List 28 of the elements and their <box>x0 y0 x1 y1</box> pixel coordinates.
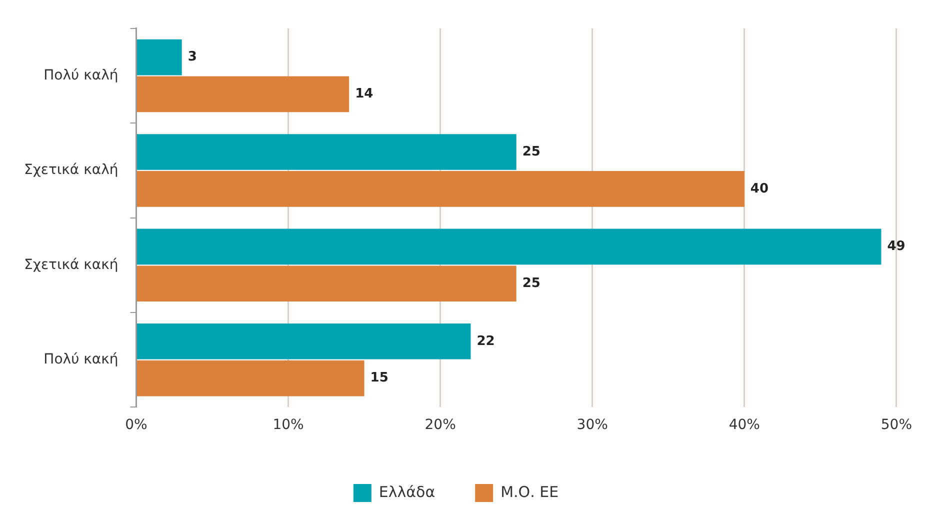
data-label: 25 <box>522 144 540 160</box>
data-label: 40 <box>750 181 768 196</box>
data-label: 22 <box>476 334 495 349</box>
y-tick-label: Σχετικά καλή <box>24 162 118 178</box>
x-tick-label: 30% <box>576 417 608 434</box>
y-tick-label: Σχετικά κακή <box>24 256 118 273</box>
y-tick-label: Πολύ καλή <box>44 67 118 84</box>
data-label: 15 <box>370 370 388 386</box>
bar <box>136 171 744 207</box>
y-tick-label: Πολύ κακή <box>44 351 118 368</box>
x-tick-label: 50% <box>880 417 912 434</box>
bar <box>136 360 364 396</box>
data-label: 14 <box>355 86 374 102</box>
bar <box>136 266 516 302</box>
x-tick-label: 0% <box>125 417 148 434</box>
data-label: 25 <box>522 276 540 291</box>
bar <box>136 39 182 76</box>
x-tick-label: 20% <box>424 417 456 434</box>
data-label: 49 <box>887 239 906 254</box>
bar <box>136 228 882 265</box>
legend-label: Μ.Ο. ΕΕ <box>500 482 559 501</box>
bar <box>136 134 516 170</box>
x-tick-label: 10% <box>272 417 304 434</box>
data-label: 3 <box>188 50 197 65</box>
x-tick-label: 40% <box>728 417 760 434</box>
bar <box>136 323 471 360</box>
bar <box>136 76 350 112</box>
legend-label: Ελλάδα <box>378 482 436 501</box>
